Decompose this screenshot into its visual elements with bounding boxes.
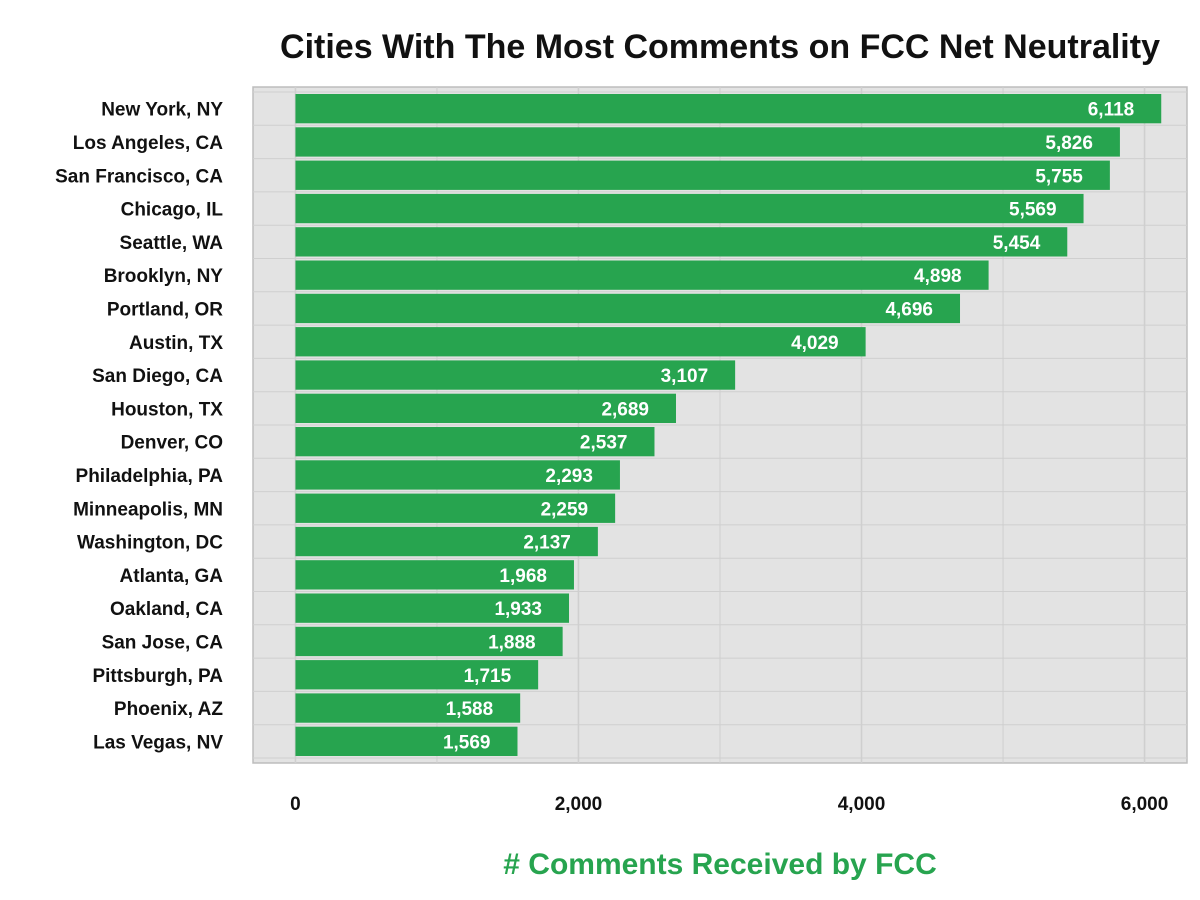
value-label: 2,293 xyxy=(545,466,593,487)
bar xyxy=(295,526,598,557)
value-label: 4,696 xyxy=(885,299,933,320)
category-label: San Francisco, CA xyxy=(55,166,223,187)
bar xyxy=(295,160,1110,190)
bar xyxy=(295,293,961,324)
category-label: Phoenix, AZ xyxy=(114,699,223,720)
grid-lines xyxy=(253,87,1187,763)
value-label: 3,107 xyxy=(661,366,709,387)
value-label: 4,029 xyxy=(791,333,839,354)
value-label: 5,826 xyxy=(1045,133,1093,154)
value-label: 1,569 xyxy=(443,732,491,753)
category-label: Washington, DC xyxy=(77,533,223,554)
category-label: Oakland, CA xyxy=(110,599,223,620)
category-label: Los Angeles, CA xyxy=(73,133,224,154)
bar xyxy=(295,426,655,457)
category-label: Austin, TX xyxy=(129,333,223,354)
value-label: 2,137 xyxy=(523,533,571,554)
bar xyxy=(295,460,620,490)
bar xyxy=(295,593,570,623)
category-label: Las Vegas, NV xyxy=(93,732,223,753)
bar xyxy=(295,227,1068,257)
x-tick-label: 0 xyxy=(290,794,301,815)
value-labels: 6,118 5,826 5,755 5,569 5,454 4,898 4,696 4,029… xyxy=(443,100,1134,754)
bar xyxy=(295,726,518,757)
category-label: San Diego, CA xyxy=(92,366,223,387)
value-label: 1,968 xyxy=(499,566,547,587)
value-label: 5,569 xyxy=(1009,200,1057,221)
bar xyxy=(295,360,736,390)
category-label: Portland, OR xyxy=(107,299,223,320)
bar xyxy=(295,260,989,290)
bar xyxy=(295,493,616,523)
bar xyxy=(295,193,1084,224)
value-label: 2,537 xyxy=(580,433,628,454)
bar xyxy=(295,327,866,357)
value-label: 4,898 xyxy=(914,266,962,287)
bar xyxy=(295,127,1120,157)
bars xyxy=(295,93,1162,757)
bar xyxy=(295,560,574,590)
category-label: Pittsburgh, PA xyxy=(92,666,223,687)
x-axis-ticks: 0 2,000 4,000 6,000 xyxy=(290,794,1168,815)
value-label: 1,588 xyxy=(446,699,494,720)
category-label: Minneapolis, MN xyxy=(73,499,223,520)
category-label: Seattle, WA xyxy=(120,233,224,254)
x-tick-label: 4,000 xyxy=(838,794,886,815)
category-label: Atlanta, GA xyxy=(120,566,224,587)
chart-title: Cities With The Most Comments on FCC Net… xyxy=(280,28,1160,66)
bar xyxy=(295,393,676,424)
category-label: Houston, TX xyxy=(111,399,223,420)
value-label: 2,689 xyxy=(601,399,649,420)
value-label: 5,454 xyxy=(993,233,1041,254)
category-label: San Jose, CA xyxy=(102,632,224,653)
category-label: New York, NY xyxy=(101,100,223,121)
bar xyxy=(295,660,539,690)
value-label: 1,933 xyxy=(494,599,542,620)
category-label: Chicago, IL xyxy=(121,200,224,221)
x-tick-label: 6,000 xyxy=(1121,794,1169,815)
category-label: Philadelphia, PA xyxy=(76,466,224,487)
category-labels: New York, NY Los Angeles, CA San Francisco… xyxy=(55,100,223,754)
bar xyxy=(295,93,1162,124)
bar xyxy=(295,626,563,657)
category-label: Brooklyn, NY xyxy=(104,266,224,287)
x-axis-title: # Comments Received by FCC xyxy=(503,848,936,881)
value-label: 6,118 xyxy=(1088,100,1135,121)
category-label: Denver, CO xyxy=(121,433,223,454)
x-tick-label: 2,000 xyxy=(555,794,603,815)
value-label: 2,259 xyxy=(541,499,589,520)
value-label: 1,715 xyxy=(464,666,512,687)
value-label: 5,755 xyxy=(1035,166,1083,187)
value-label: 1,888 xyxy=(488,632,536,653)
bar xyxy=(295,693,521,723)
